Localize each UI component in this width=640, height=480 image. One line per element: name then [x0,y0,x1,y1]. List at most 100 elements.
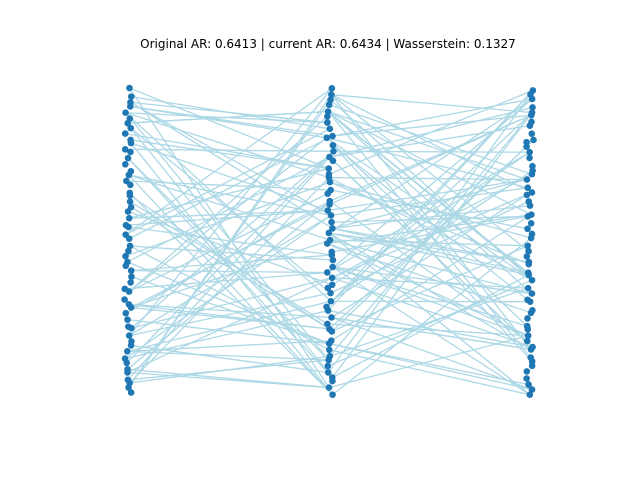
graph-edge [326,137,528,189]
graph-edge [127,277,333,373]
graph-edge [332,277,529,289]
graph-edge [330,170,533,302]
graph-node-middle [325,229,333,237]
graph-node-right [524,315,531,322]
graph-node-right [523,375,530,382]
graph-edge [125,148,334,152]
graph-node-left [121,145,129,153]
graph-edge [332,266,531,396]
graph-node-middle [326,201,333,208]
graph-edge [129,177,330,384]
graph-edge [328,104,533,175]
graph-node-middle [329,263,336,271]
graph-node-right [523,368,531,375]
graph-node-middle [323,269,331,276]
graph-edge [328,232,529,263]
graph-node-middle [326,178,334,186]
graph-edge [129,355,330,384]
graph-node-middle [330,148,337,155]
graph-node-right [528,276,536,284]
graph-node-middle [324,362,332,370]
graph-node-right [528,95,536,103]
graph-edge [331,215,528,223]
graph-edge [130,206,330,330]
graph-node-middle [325,165,332,172]
graph-node-right [523,143,530,150]
graph-node-right [528,130,536,137]
graph-node-right [529,104,536,111]
graph-edge [327,110,528,181]
graph-edge [129,87,329,170]
graph-edge [328,334,529,389]
graph-edge [329,342,533,391]
graph-node-right [523,191,531,199]
graph-edge [331,94,533,194]
graph-node-right [523,337,531,345]
graph-node-middle [324,119,331,126]
graph-edge [330,214,532,342]
graph-edge [127,350,329,361]
plot-title: Original AR: 0.6413 | current AR: 0.6434… [140,37,516,51]
graph-node-left [127,148,134,156]
graph-node-right [527,234,535,242]
graph-node-right [525,271,533,279]
graph-node-middle [325,340,333,347]
graph-edge [333,150,530,153]
graph-edge [127,318,330,345]
graph-node-right [524,213,532,220]
graph-node-left [126,103,134,110]
graph-node-right [528,189,536,196]
graph-node-middle [327,297,335,305]
graph-edge [128,226,332,256]
graph-node-middle [327,212,335,219]
graph-node-right [523,138,530,146]
graph-edge [130,105,327,139]
graph-node-middle [329,157,337,165]
graph-edge [130,239,331,309]
graph-edge [332,227,530,263]
graph-edge [129,167,329,219]
graph-node-right [528,290,536,297]
graph-node-left [128,324,135,332]
graph-edge [130,150,334,329]
graph-node-middle [326,125,334,133]
graph-edge [125,112,330,361]
graph-node-right [524,242,532,250]
graph-node-right [524,225,531,233]
graph-node-right [527,346,535,353]
graph-edge [124,214,332,360]
graph-edge [328,232,529,276]
graph-edge [130,127,331,294]
graph-node-right [528,111,535,119]
graph-node-middle [323,134,331,142]
graph-node-middle [328,91,335,98]
graph-node-left [125,247,132,255]
graph-edge [127,340,332,352]
graph-node-left [122,262,130,270]
graph-edge [130,139,329,170]
graph-node-middle [328,218,335,226]
graph-node-middle [324,113,331,120]
graph-node-middle [324,320,331,328]
graph-edge [327,279,533,367]
graph-node-left [125,214,133,222]
graph-node-left [122,252,129,260]
graph-edge [128,115,328,293]
graph-node-left [126,84,133,92]
graph-node-left [124,119,131,127]
graph-edge [331,277,533,348]
graph-node-left [126,192,134,199]
graph-node-middle [324,207,332,214]
graph-edge [326,137,533,281]
graph-edge [126,150,334,364]
graph-node-left [125,384,132,391]
graph-node-left [127,93,135,100]
graph-edge [327,309,533,348]
graph-edge [329,239,533,295]
graph-edge [127,110,329,124]
graph-node-middle [328,251,336,259]
graph-edge [131,306,330,330]
graph-edge [131,269,328,274]
graph-node-left [122,109,129,116]
graph-edge [129,194,330,330]
